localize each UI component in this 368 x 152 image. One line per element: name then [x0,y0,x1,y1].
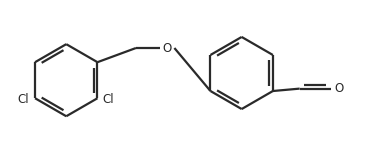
Text: Cl: Cl [102,93,114,106]
Text: O: O [163,41,172,55]
Text: Cl: Cl [17,93,29,106]
Text: O: O [335,82,344,95]
